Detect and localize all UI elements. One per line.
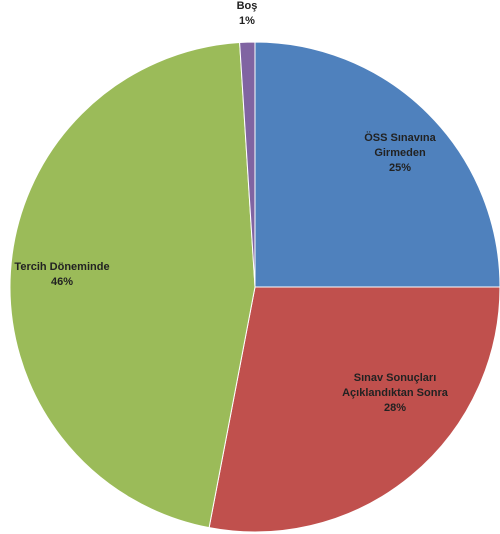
- pie-labels: ÖSS Sınavına Girmeden 25% Sınav Sonuçları Aç…: [14, 0, 448, 414]
- pie-slice-2: [9, 41, 256, 529]
- pie-slice-name-2: Tercih Döneminde: [14, 261, 109, 273]
- pie-slice-name-1: Sınav Sonuçları: [354, 372, 437, 384]
- pie-slice-0: [254, 41, 500, 288]
- pie-slice-1: [208, 286, 500, 533]
- pie-slice-label-0: ÖSS Sınavına Girmeden 25%: [364, 131, 436, 174]
- pie-slice-3: [239, 41, 256, 288]
- pie-slice-name-1: Açıklandıktan Sonra: [342, 387, 449, 399]
- pie-slice-name-0: Girmeden: [374, 147, 426, 159]
- pie-slices: [9, 41, 500, 533]
- pie-slice-value-3: 1%: [239, 15, 255, 27]
- pie-slice-value-1: 28%: [384, 402, 406, 414]
- pie-slice-name-0: ÖSS Sınavına: [364, 131, 436, 144]
- pie-slice-value-0: 25%: [389, 162, 411, 174]
- pie-slice-label-3: Boş 1%: [237, 0, 258, 27]
- pie-slice-name-3: Boş: [237, 0, 258, 12]
- pie-slice-label-1: Sınav Sonuçları Açıklandıktan Sonra 28%: [342, 372, 449, 414]
- pie-slice-label-2: Tercih Döneminde 46%: [14, 261, 109, 288]
- pie-slice-value-2: 46%: [51, 276, 73, 288]
